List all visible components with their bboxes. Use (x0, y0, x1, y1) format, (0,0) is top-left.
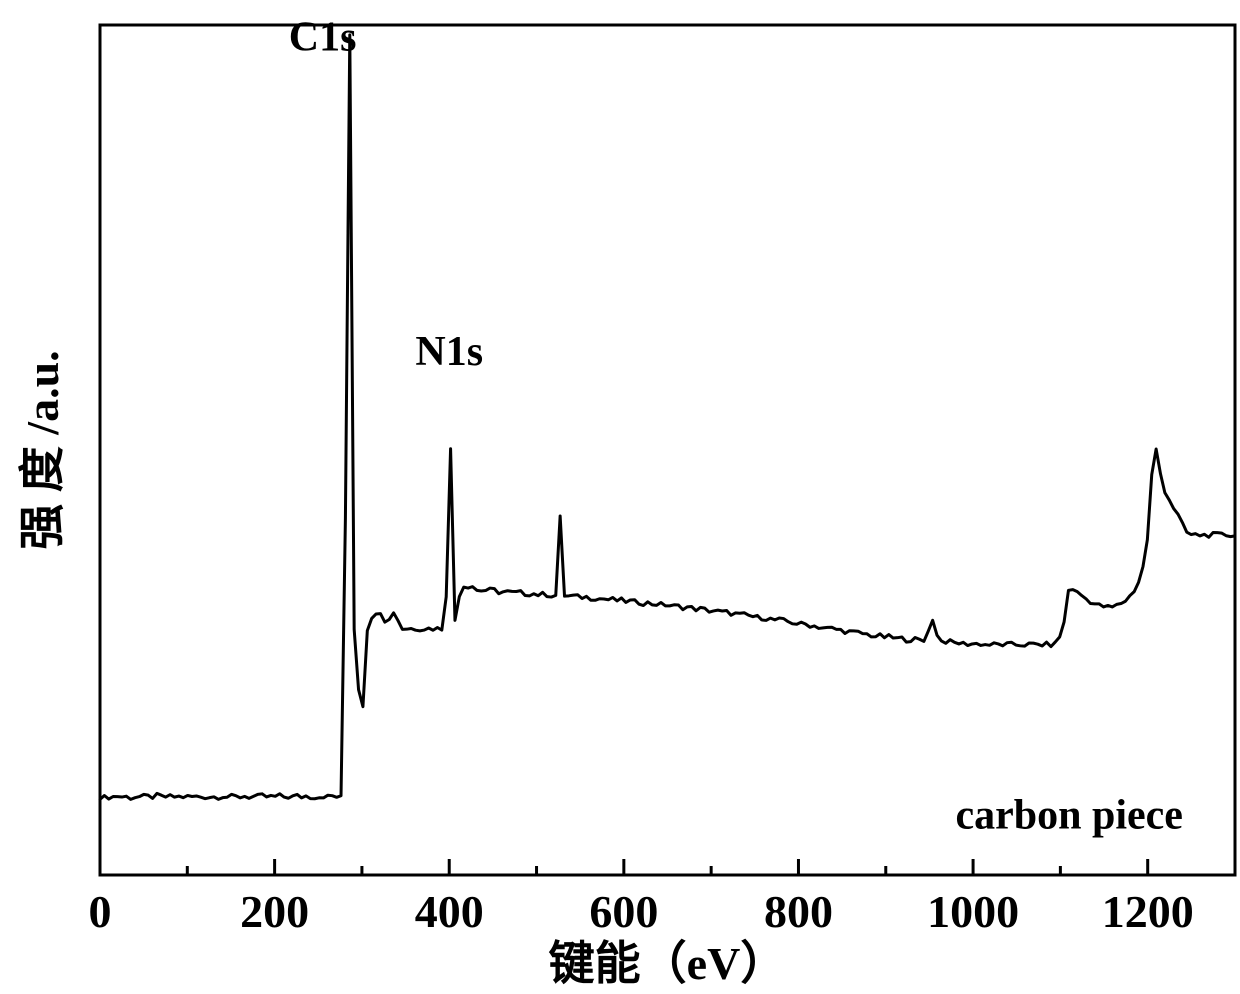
x-tick-label: 400 (415, 886, 484, 937)
x-tick-label: 1200 (1102, 886, 1194, 937)
legend-label: carbon piece (955, 792, 1182, 838)
x-tick-label: 600 (589, 886, 658, 937)
xps-chart: 0 200 400 600 800 1000 1200 键能（eV） 强 度 /a.u. C… (0, 0, 1240, 994)
x-tick-label: 0 (89, 886, 112, 937)
c1s-label: C1s (289, 15, 357, 61)
x-tick-label: 800 (764, 886, 833, 937)
chart-svg: 0 200 400 600 800 1000 1200 键能（eV） 强 度 /a.u. C… (0, 0, 1240, 994)
x-tick-label: 200 (240, 886, 309, 937)
y-axis-label: 强 度 /a.u. (17, 350, 68, 549)
chart-background (0, 0, 1240, 994)
n1s-label: N1s (415, 329, 483, 375)
x-axis-label: 键能（eV） (549, 938, 787, 989)
x-tick-label: 1000 (927, 886, 1019, 937)
